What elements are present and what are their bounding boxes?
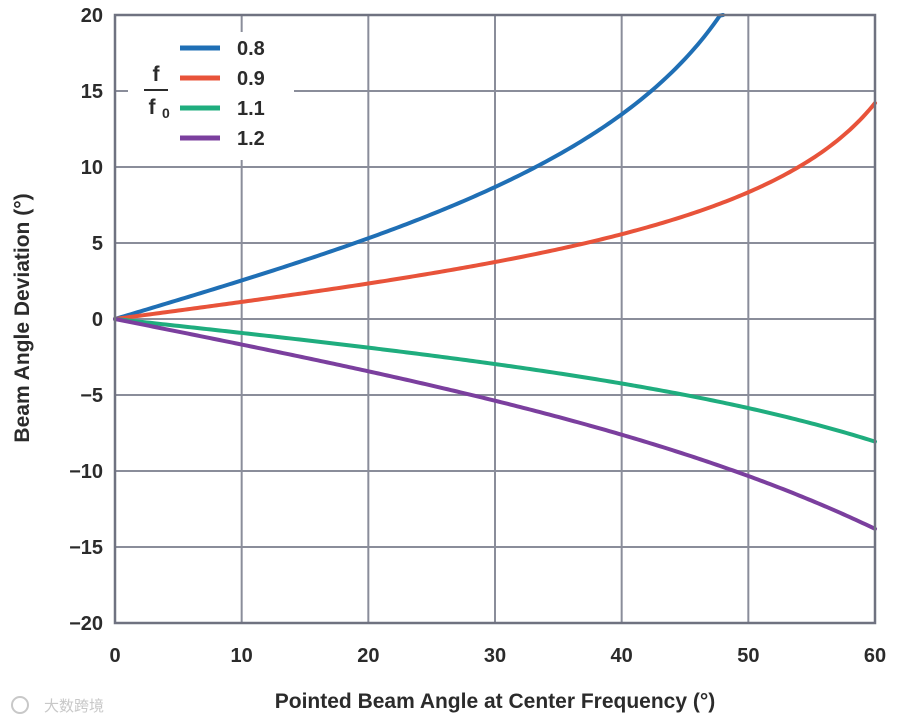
x-tick-label-30: 30 <box>484 645 506 667</box>
series-line-0.8 <box>113 13 725 321</box>
legend-label-0.8: 0.8 <box>237 38 265 60</box>
legend: f f 0 0.8 0.9 1.1 1.2 <box>128 32 294 160</box>
y-tick-labels: 20 15 10 5 0 −5 −10 −15 −20 <box>69 5 103 635</box>
x-tick-label-60: 60 <box>864 645 886 667</box>
y-tick-label-5: 5 <box>92 233 103 255</box>
x-tick-label-50: 50 <box>737 645 759 667</box>
plot-border <box>113 13 877 625</box>
series-line-1.2 <box>113 317 877 531</box>
watermark-logo-icon <box>11 696 29 714</box>
x-tick-label-0: 0 <box>109 645 120 667</box>
y-axis-label: Beam Angle Deviation (°) <box>11 193 34 442</box>
watermark: 大数跨境 <box>11 696 104 715</box>
y-tick-label--10: −10 <box>69 461 103 483</box>
x-tick-label-20: 20 <box>357 645 379 667</box>
legend-title-numerator: f <box>153 63 161 86</box>
y-tick-label-10: 10 <box>81 157 103 179</box>
plot-frame <box>113 13 877 625</box>
series-line-1.1 <box>113 317 877 444</box>
y-tick-label--20: −20 <box>69 613 103 635</box>
y-tick-label--5: −5 <box>80 385 103 407</box>
legend-label-1.2: 1.2 <box>237 128 265 150</box>
series-line-0.9 <box>113 101 877 321</box>
x-tick-label-10: 10 <box>231 645 253 667</box>
x-tick-label-40: 40 <box>611 645 633 667</box>
watermark-text: 大数跨境 <box>44 697 104 715</box>
legend-label-1.1: 1.1 <box>237 98 265 120</box>
series-group <box>113 13 877 531</box>
y-tick-label-20: 20 <box>81 5 103 27</box>
y-tick-label-0: 0 <box>92 309 103 331</box>
y-tick-label--15: −15 <box>69 537 103 559</box>
legend-title-subscript: 0 <box>162 105 170 121</box>
x-axis-label: Pointed Beam Angle at Center Frequency (… <box>275 690 716 713</box>
legend-title-denominator: f <box>149 96 157 119</box>
y-tick-label-15: 15 <box>81 81 103 103</box>
x-tick-labels: 0 10 20 30 40 50 60 <box>109 645 886 667</box>
legend-items: 0.8 0.9 1.1 1.2 <box>180 38 265 150</box>
legend-label-0.9: 0.9 <box>237 68 265 90</box>
grid <box>114 14 876 624</box>
